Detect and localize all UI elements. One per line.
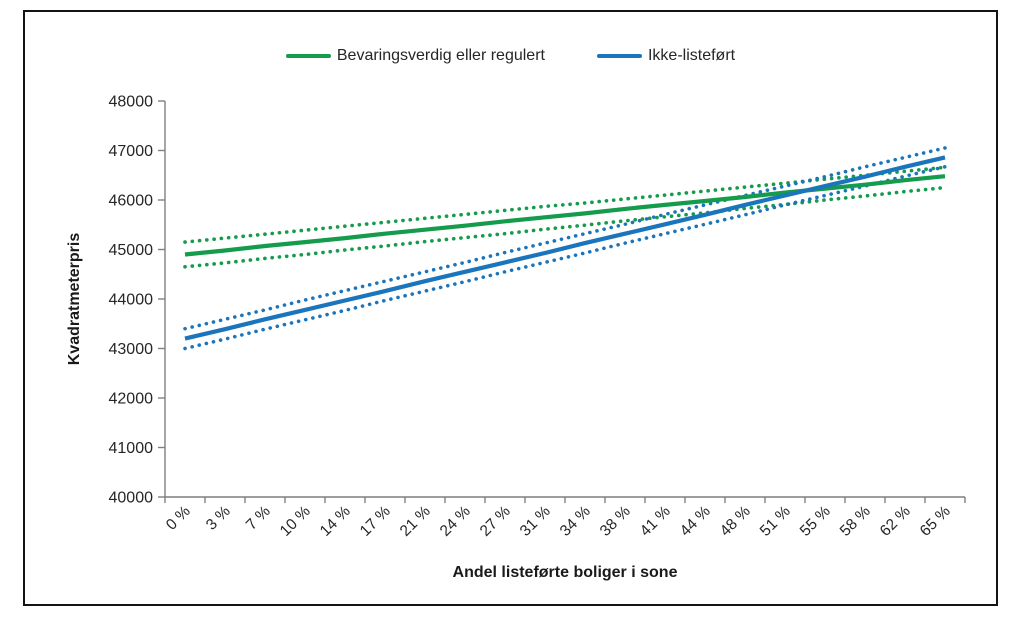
- x-tick-label: 44 %: [677, 503, 714, 540]
- x-tick-label: 38 %: [597, 503, 634, 540]
- series-line: [184, 174, 946, 257]
- y-tick-label: 41000: [109, 440, 154, 457]
- legend-label-bevaringsverdig: Bevaringsverdig eller regulert: [336, 47, 545, 64]
- confidence-interval-line: [183, 165, 947, 244]
- y-tick-label: 45000: [109, 242, 154, 259]
- x-tick-label: 55 %: [797, 503, 834, 540]
- y-tick-label: 48000: [109, 94, 154, 111]
- legend: Bevaringsverdig eller regulert Ikke-list…: [0, 47, 1021, 65]
- confidence-interval-line: [183, 165, 947, 351]
- y-axis-title: Kvadratmeterpris: [66, 232, 83, 366]
- x-tick-label: 0 %: [163, 503, 194, 534]
- confidence-interval-line: [183, 185, 947, 269]
- y-tick-label: 40000: [109, 490, 154, 507]
- x-tick-label: 7 %: [243, 503, 274, 534]
- x-tick-label: 21 %: [397, 503, 434, 540]
- x-tick-label: 24 %: [437, 503, 474, 540]
- x-tick-label: 31 %: [517, 503, 554, 540]
- x-tick-label: 41 %: [637, 503, 674, 540]
- y-tick-label: 47000: [109, 143, 154, 160]
- x-tick-label: 10 %: [277, 503, 314, 540]
- y-tick-label: 46000: [109, 193, 154, 210]
- x-tick-label: 3 %: [203, 503, 234, 534]
- x-tick-label: 27 %: [477, 503, 514, 540]
- legend-line-sample-blue: [596, 54, 642, 58]
- x-axis-title: Andel listeførte boliger i sone: [452, 564, 678, 581]
- y-tick-label: 42000: [109, 391, 154, 408]
- legend-line-sample-green: [285, 54, 331, 58]
- x-tick-label: 65 %: [917, 503, 954, 540]
- x-tick-label: 62 %: [877, 503, 914, 540]
- series-line: [184, 155, 946, 341]
- legend-label-ikke-listefort: Ikke-listeført: [647, 47, 736, 64]
- y-tick-label: 43000: [109, 341, 154, 358]
- x-tick-label: 48 %: [717, 503, 754, 540]
- legend-item-ikke-listefort: Ikke-listeført: [596, 47, 736, 65]
- x-tick-label: 51 %: [757, 503, 794, 540]
- legend-item-bevaringsverdig: Bevaringsverdig eller regulert: [285, 47, 545, 65]
- confidence-interval-line: [183, 146, 947, 331]
- x-tick-label: 34 %: [557, 503, 594, 540]
- y-tick-label: 44000: [109, 292, 154, 309]
- x-tick-label: 17 %: [357, 503, 394, 540]
- x-tick-label: 58 %: [837, 503, 874, 540]
- x-tick-label: 14 %: [317, 503, 354, 540]
- chart-frame: [23, 10, 998, 606]
